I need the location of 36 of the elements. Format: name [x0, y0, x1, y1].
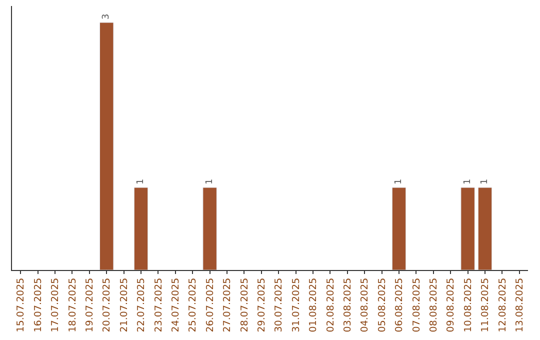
x-tick-label: 17.07.2025 — [50, 278, 62, 332]
x-tick-label: 07.08.2025 — [411, 278, 422, 332]
x-tick-label: 22.07.2025 — [136, 278, 148, 332]
x-tick-label: 10.08.2025 — [462, 278, 474, 332]
x-tick-label: 27.07.2025 — [222, 278, 234, 332]
x-tick-label: 02.08.2025 — [325, 278, 336, 332]
x-tick-label: 05.08.2025 — [376, 278, 388, 332]
x-tick-label: 19.07.2025 — [84, 278, 96, 332]
x-tick-label: 04.08.2025 — [360, 278, 371, 332]
x-tick-label: 01.08.2025 — [308, 278, 320, 332]
data-label: 1 — [136, 178, 146, 184]
x-tick-label: 20.07.2025 — [102, 278, 113, 332]
x-tick-label: 25.07.2025 — [188, 278, 199, 332]
data-label: 1 — [480, 178, 490, 184]
x-tick-label: 11.08.2025 — [480, 278, 492, 332]
x-tick-label: 28.07.2025 — [239, 278, 250, 332]
x-tick-label: 09.08.2025 — [446, 278, 457, 332]
x-tick-label: 06.08.2025 — [394, 278, 406, 332]
data-label: 1 — [394, 178, 404, 184]
x-tick-label: 13.08.2025 — [514, 278, 526, 332]
x-tick-label: 03.08.2025 — [342, 278, 354, 332]
x-tick-label: 08.08.2025 — [428, 278, 440, 332]
x-tick-label: 29.07.2025 — [256, 278, 268, 332]
x-tick-label: 31.07.2025 — [290, 278, 302, 332]
data-label: 1 — [204, 178, 215, 184]
x-tick-label: 21.07.2025 — [118, 278, 130, 332]
x-tick-label: 26.07.2025 — [204, 278, 216, 332]
x-tick-label: 15.07.2025 — [16, 278, 27, 332]
x-tick-label: 18.07.2025 — [67, 278, 78, 332]
x-tick-label: 30.07.2025 — [274, 278, 285, 332]
data-label: 1 — [462, 178, 473, 184]
x-tick-label: 16.07.2025 — [32, 278, 44, 332]
x-tick-label: 12.08.2025 — [497, 278, 508, 332]
x-tick-label: 24.07.2025 — [170, 278, 182, 332]
data-label: 3 — [102, 14, 112, 20]
x-tick-label: 23.07.2025 — [153, 278, 164, 332]
